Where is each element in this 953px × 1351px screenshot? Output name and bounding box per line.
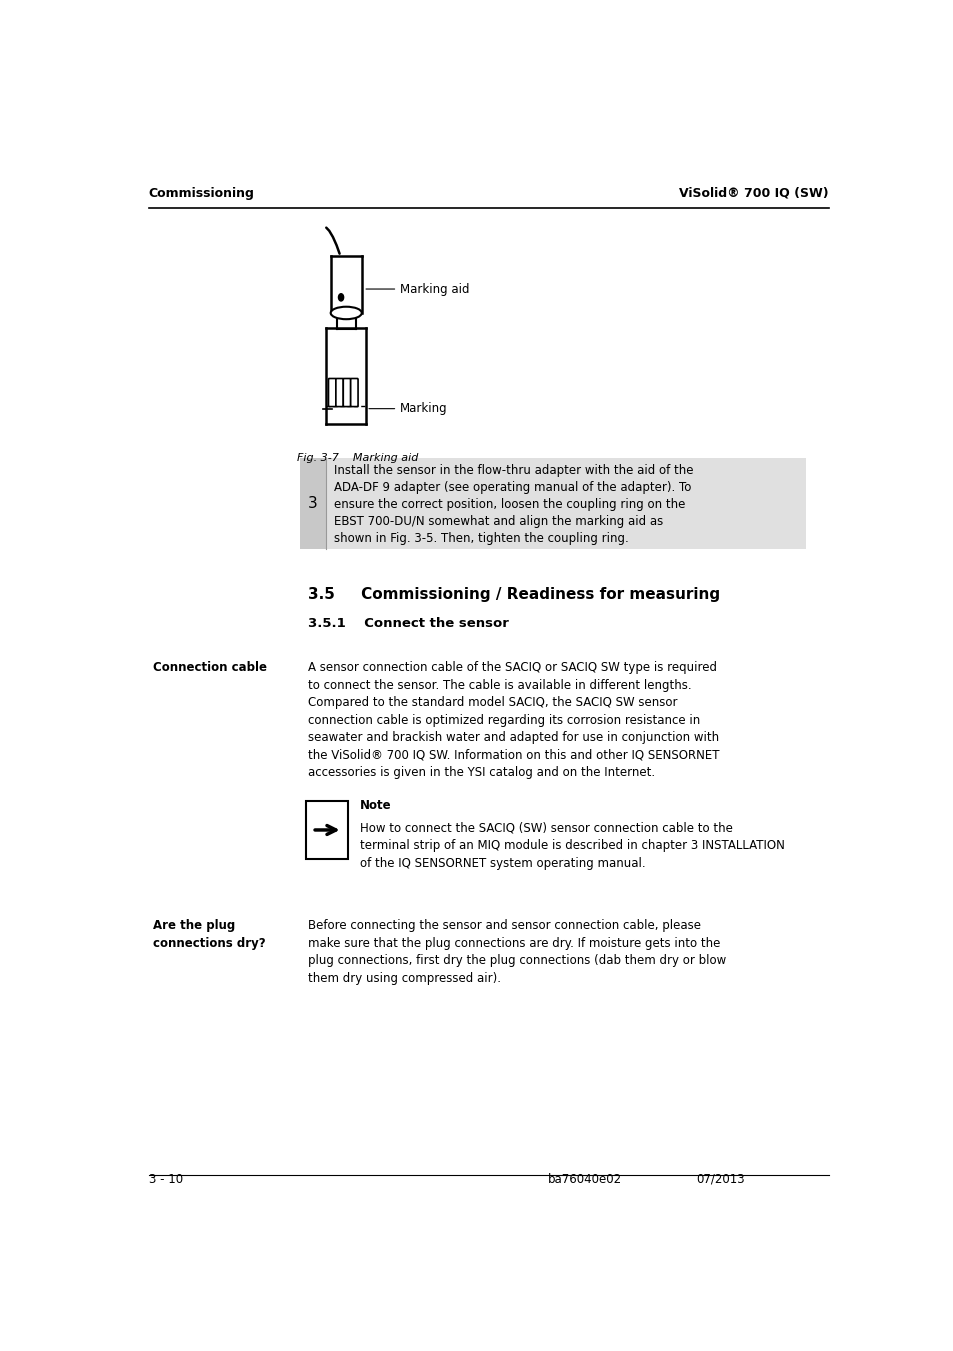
FancyBboxPatch shape <box>351 378 357 407</box>
FancyBboxPatch shape <box>343 378 351 407</box>
Ellipse shape <box>331 307 361 319</box>
Text: 3.5     Commissioning / Readiness for measuring: 3.5 Commissioning / Readiness for measur… <box>308 586 720 601</box>
FancyBboxPatch shape <box>335 378 343 407</box>
FancyBboxPatch shape <box>305 801 348 859</box>
Text: Install the sensor in the flow-thru adapter with the aid of the
ADA-DF 9 adapter: Install the sensor in the flow-thru adap… <box>334 463 693 544</box>
Text: Connection cable: Connection cable <box>152 662 266 674</box>
Text: Marking aid: Marking aid <box>366 282 469 296</box>
Circle shape <box>338 293 343 301</box>
Text: 3 - 10: 3 - 10 <box>149 1173 183 1186</box>
Text: Commissioning: Commissioning <box>149 186 254 200</box>
Text: ViSolid® 700 IQ (SW): ViSolid® 700 IQ (SW) <box>679 186 828 200</box>
Text: Marking: Marking <box>369 403 447 415</box>
Text: Are the plug
connections dry?: Are the plug connections dry? <box>152 920 265 951</box>
Text: 07/2013: 07/2013 <box>696 1173 743 1186</box>
FancyBboxPatch shape <box>299 458 326 549</box>
FancyBboxPatch shape <box>299 458 805 549</box>
Text: Before connecting the sensor and sensor connection cable, please
make sure that : Before connecting the sensor and sensor … <box>308 920 725 985</box>
Text: A sensor connection cable of the SACIQ or SACIQ SW type is required
to connect t: A sensor connection cable of the SACIQ o… <box>308 662 719 780</box>
FancyBboxPatch shape <box>328 378 335 407</box>
Text: Note: Note <box>359 798 391 812</box>
Text: 3: 3 <box>308 496 317 511</box>
Text: How to connect the SACIQ (SW) sensor connection cable to the
terminal strip of a: How to connect the SACIQ (SW) sensor con… <box>359 821 783 870</box>
Text: Fig. 3-7    Marking aid: Fig. 3-7 Marking aid <box>296 454 417 463</box>
Text: 3.5.1    Connect the sensor: 3.5.1 Connect the sensor <box>308 616 508 630</box>
Text: ba76040e02: ba76040e02 <box>547 1173 621 1186</box>
